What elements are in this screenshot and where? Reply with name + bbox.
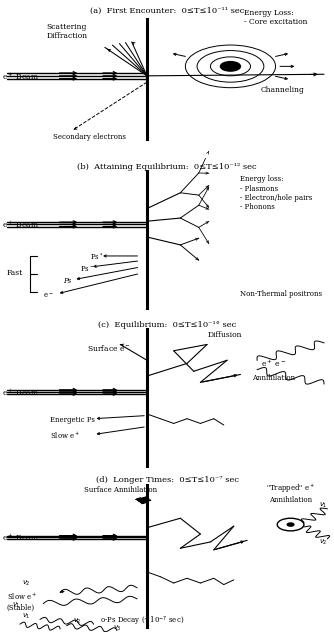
Text: $\nu_3$: $\nu_3$ [113, 624, 121, 632]
Text: $\nu_2$: $\nu_2$ [22, 578, 31, 588]
Text: $\nu_2$: $\nu_2$ [319, 537, 327, 547]
Text: Fast: Fast [7, 269, 23, 277]
Text: Secondary electrons: Secondary electrons [53, 133, 126, 142]
Text: e$^+$ e$^-$: e$^+$ e$^-$ [261, 358, 287, 369]
Text: Diffusion: Diffusion [207, 331, 241, 339]
Text: (b)  Attaining Equilibrium:  0≤T≤10⁻¹² sec: (b) Attaining Equilibrium: 0≤T≤10⁻¹² sec [77, 164, 257, 171]
Text: Energy loss:
- Plasmons
- Electron/hole pairs
- Phonons: Energy loss: - Plasmons - Electron/hole … [240, 175, 313, 211]
Text: e$^-$: e$^-$ [43, 291, 54, 300]
Text: Non-Thermal positrons: Non-Thermal positrons [240, 290, 323, 298]
Text: Scattering
Diffraction: Scattering Diffraction [46, 23, 88, 40]
Text: Ps$^*$: Ps$^*$ [90, 252, 104, 263]
Text: (c)  Equilibrium:  0≤T≤10⁻¹° sec: (c) Equilibrium: 0≤T≤10⁻¹° sec [98, 322, 236, 329]
Circle shape [220, 62, 240, 71]
Text: o-Ps Decay (~10$^{-7}$ sec): o-Ps Decay (~10$^{-7}$ sec) [100, 614, 184, 628]
Text: Slow e$^+$: Slow e$^+$ [50, 431, 80, 441]
Text: Energy Loss:
- Core excitation: Energy Loss: - Core excitation [244, 9, 307, 26]
Text: Energetic Ps: Energetic Ps [50, 416, 95, 424]
Text: Ps: Ps [63, 277, 72, 285]
Text: Ps$^-$: Ps$^-$ [80, 264, 95, 273]
Text: e$^+$ Beam: e$^+$ Beam [2, 532, 39, 543]
Text: (a)  First Encounter:  0≤T≤10⁻¹¹ sec: (a) First Encounter: 0≤T≤10⁻¹¹ sec [90, 7, 244, 15]
Text: e$^+$ Beam: e$^+$ Beam [2, 219, 39, 230]
Text: $\nu_1$: $\nu_1$ [22, 612, 31, 621]
Text: "Trapped" e$^+$
Annihilation: "Trapped" e$^+$ Annihilation [266, 482, 315, 504]
Text: Channeling: Channeling [261, 86, 304, 94]
Text: $\nu_2$: $\nu_2$ [72, 616, 81, 626]
Text: e$^+$ Beam: e$^+$ Beam [2, 70, 39, 82]
Text: e$^+$ Beam: e$^+$ Beam [2, 386, 39, 398]
Text: (d)  Longer Times:  0≤T≤10⁻⁷ sec: (d) Longer Times: 0≤T≤10⁻⁷ sec [96, 477, 238, 484]
Text: $\nu_1$: $\nu_1$ [319, 501, 327, 510]
Text: (Stable): (Stable) [7, 604, 35, 612]
Text: Surface e$^-$: Surface e$^-$ [87, 343, 131, 353]
Text: Annihilation: Annihilation [252, 374, 296, 382]
Circle shape [287, 523, 294, 526]
Text: Slow e$^+$: Slow e$^+$ [7, 592, 37, 602]
Text: $\nu_1$: $\nu_1$ [12, 600, 21, 610]
Text: Surface Annihilation: Surface Annihilation [84, 486, 157, 494]
